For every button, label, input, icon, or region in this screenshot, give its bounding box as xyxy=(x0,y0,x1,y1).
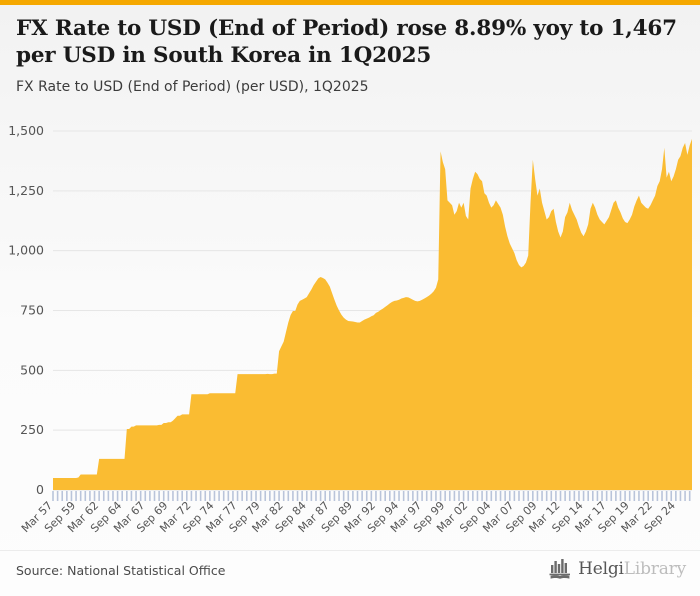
logo-text-helgi: Helgi xyxy=(578,559,624,579)
y-axis-tick-label: 250 xyxy=(20,422,44,437)
y-axis-tick-label: 1,500 xyxy=(8,123,44,138)
chart-plot-area: 0 250 500 750 1,000 1,250 1,500 Mar 57 Sep 59 Ma… xyxy=(0,112,700,550)
y-axis-tick-label: 500 xyxy=(20,362,44,377)
footer-divider xyxy=(0,550,700,551)
y-axis-tick-label: 750 xyxy=(20,303,44,318)
y-axis-tick-label: 1,250 xyxy=(8,183,44,198)
chart-footer: Source: National Statistical Office Helg… xyxy=(0,550,700,596)
y-axis-labels-group: 0 250 500 750 1,000 1,250 1,500 xyxy=(8,123,44,497)
source-label: Source: National Statistical Office xyxy=(16,563,226,578)
page-title: FX Rate to USD (End of Period) rose 8.89… xyxy=(16,16,677,68)
helgi-library-logo[interactable]: HelgiLibrary xyxy=(548,558,686,580)
y-axis-tick-label: 0 xyxy=(36,482,44,497)
y-axis-tick-label: 1,000 xyxy=(8,243,44,258)
logo-text-library: Library xyxy=(623,559,686,579)
accent-top-bar xyxy=(0,0,700,5)
x-axis-tickmarks-group xyxy=(52,491,691,501)
logo-wordmark: HelgiLibrary xyxy=(578,559,686,579)
series-area-fx-rate xyxy=(53,138,692,490)
chart-header: FX Rate to USD (End of Period) rose 8.89… xyxy=(0,5,700,102)
bar-chart-book-icon xyxy=(549,559,571,579)
chart-subtitle: FX Rate to USD (End of Period) (per USD)… xyxy=(16,79,369,95)
